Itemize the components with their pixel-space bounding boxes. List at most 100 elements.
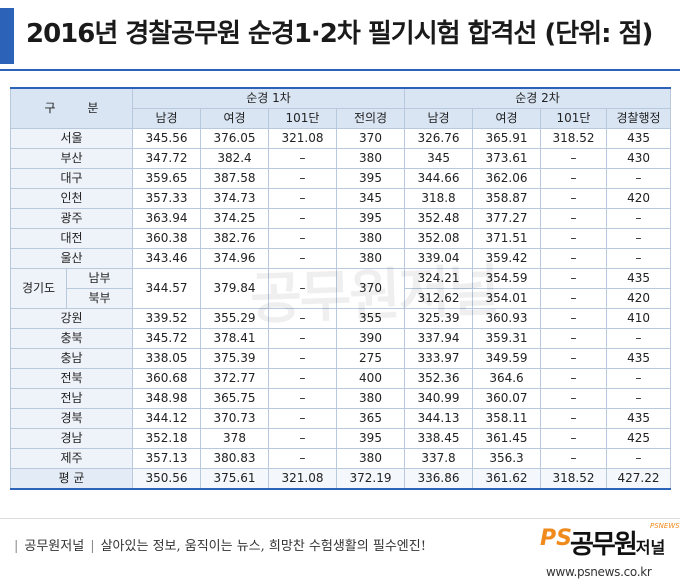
table-row: 강원 339.52 355.29–355 325.39 360.93–410	[10, 308, 672, 329]
sub-header: 전의경	[335, 108, 406, 129]
sub-header: 여경	[200, 108, 269, 129]
table-cell: 380	[335, 148, 406, 169]
page-title: 2016년 경찰공무원 순경1·2차 필기시험 합격선 (단위: 점)	[26, 19, 653, 49]
table-row: 충남 338.05 375.39–275 333.97 349.59–435	[10, 348, 672, 369]
table-cell: –	[540, 308, 608, 329]
table-cell: 354.01	[472, 288, 542, 309]
table-cell: 377.27	[472, 208, 542, 229]
table-cell: 338.45	[404, 428, 474, 449]
table-cell: 333.97	[404, 348, 474, 369]
table-cell: 345.56	[132, 128, 201, 149]
region-cell: 서울	[10, 128, 133, 149]
region-cell: 인천	[10, 188, 133, 209]
table-cell: 435	[606, 348, 672, 369]
region-cell: 제주	[10, 448, 133, 469]
footer-slogan: 살아있는 정보, 움직이는 뉴스, 희망찬 수험생활의 필수엔진!	[100, 539, 426, 554]
footer-tagline: | 공무원저널 | 살아있는 정보, 움직이는 뉴스, 희망찬 수험생활의 필수엔진!	[8, 535, 426, 554]
table-cell: 345	[335, 188, 406, 209]
table-cell: 352.18	[132, 428, 201, 449]
table-cell: 363.94	[132, 208, 201, 229]
table-row: 경북 344.12 370.73–365 344.13 358.11–435	[10, 408, 672, 429]
table-cell: –	[540, 428, 608, 449]
table-cell: 321.08	[268, 468, 337, 490]
table-cell: 374.96	[200, 248, 269, 269]
group-header-2: 순경 2차	[404, 87, 672, 109]
logo-wordmark: 공무원저널	[570, 530, 666, 560]
table-cell: –	[268, 148, 337, 169]
table-cell: 395	[335, 208, 406, 229]
table-cell: 382.76	[200, 228, 269, 249]
table-cell: –	[540, 228, 608, 249]
table-cell: 370.73	[200, 408, 269, 429]
table-cell: 348.98	[132, 388, 201, 409]
sub-header: 101단	[540, 108, 608, 129]
title-divider	[0, 69, 680, 71]
table-cell: 349.59	[472, 348, 542, 369]
table-cell: 352.36	[404, 368, 474, 389]
table-cell: 435	[606, 268, 672, 289]
table-cell: –	[540, 188, 608, 209]
sub-header: 남경	[404, 108, 474, 129]
table-cell: 352.08	[404, 228, 474, 249]
table-cell: 357.33	[132, 188, 201, 209]
region-cell: 충북	[10, 328, 133, 349]
table-cell: –	[606, 388, 672, 409]
table-cell: –	[540, 348, 608, 369]
table-cell: –	[268, 208, 337, 229]
subregion-cell: 북부	[66, 288, 133, 309]
table-cell: –	[540, 148, 608, 169]
table-cell: 318.52	[540, 468, 608, 490]
table-cell: 340.99	[404, 388, 474, 409]
table-cell: 358.11	[472, 408, 542, 429]
footer-separator: |	[90, 539, 95, 554]
table-cell: 361.45	[472, 428, 542, 449]
table-cell: 427.22	[606, 468, 672, 490]
table-cell: 339.04	[404, 248, 474, 269]
table-cell: 379.84	[200, 268, 269, 309]
table-cell: 336.86	[404, 468, 474, 490]
table-cell: 378.41	[200, 328, 269, 349]
table-cell: –	[268, 408, 337, 429]
table-cell: 361.62	[472, 468, 542, 490]
table-cell: 347.72	[132, 148, 201, 169]
table-cell: –	[268, 428, 337, 449]
table-cell: –	[606, 448, 672, 469]
table-cell: 360.07	[472, 388, 542, 409]
table-cell: 325.39	[404, 308, 474, 329]
table-cell: –	[268, 368, 337, 389]
table-row: 경남 352.18 378–395 338.45 361.45–425	[10, 428, 672, 449]
table-cell: 380	[335, 448, 406, 469]
table-cell: –	[540, 388, 608, 409]
title-bar: 2016년 경찰공무원 순경1·2차 필기시험 합격선 (단위: 점)	[0, 0, 680, 68]
table-cell: 435	[606, 128, 672, 149]
region-cell: 대구	[10, 168, 133, 189]
corner-header: 구 분	[10, 87, 133, 129]
sub-header: 경찰행정	[606, 108, 672, 129]
table-body-bottom: 강원 339.52 355.29–355 325.39 360.93–410 충북 345.…	[10, 308, 672, 469]
table-cell: 275	[335, 348, 406, 369]
table-cell: 380	[335, 388, 406, 409]
title-accent-bar	[0, 8, 14, 64]
region-cell: 경북	[10, 408, 133, 429]
table-cell: –	[540, 368, 608, 389]
table-cell: 344.12	[132, 408, 201, 429]
table-cell: 359.65	[132, 168, 201, 189]
logo-ps-mark: PS	[540, 526, 572, 551]
table-cell: 376.05	[200, 128, 269, 149]
table-cell: 357.13	[132, 448, 201, 469]
table-cell: 352.48	[404, 208, 474, 229]
table-cell: 372.19	[335, 468, 406, 490]
subregion-cell: 남부	[66, 268, 133, 289]
score-table-container: 구 분 순경 1차 순경 2차 남경 여경 101단 전의경 남경 여경 101…	[10, 87, 672, 490]
table-cell: 318.52	[540, 128, 608, 149]
table-cell: 326.76	[404, 128, 474, 149]
table-cell: 344.13	[404, 408, 474, 429]
table-cell: 430	[606, 148, 672, 169]
region-cell: 광주	[10, 208, 133, 229]
table-cell: –	[268, 268, 337, 309]
table-cell: 344.66	[404, 168, 474, 189]
table-row: 울산 343.46 374.96–380 339.04 359.42– –	[10, 248, 672, 269]
table-cell: –	[606, 228, 672, 249]
region-cell: 평 균	[10, 468, 133, 490]
table-row: 서울 345.56 376.05 321.08 370 326.76 365.91 318.5…	[10, 128, 672, 149]
